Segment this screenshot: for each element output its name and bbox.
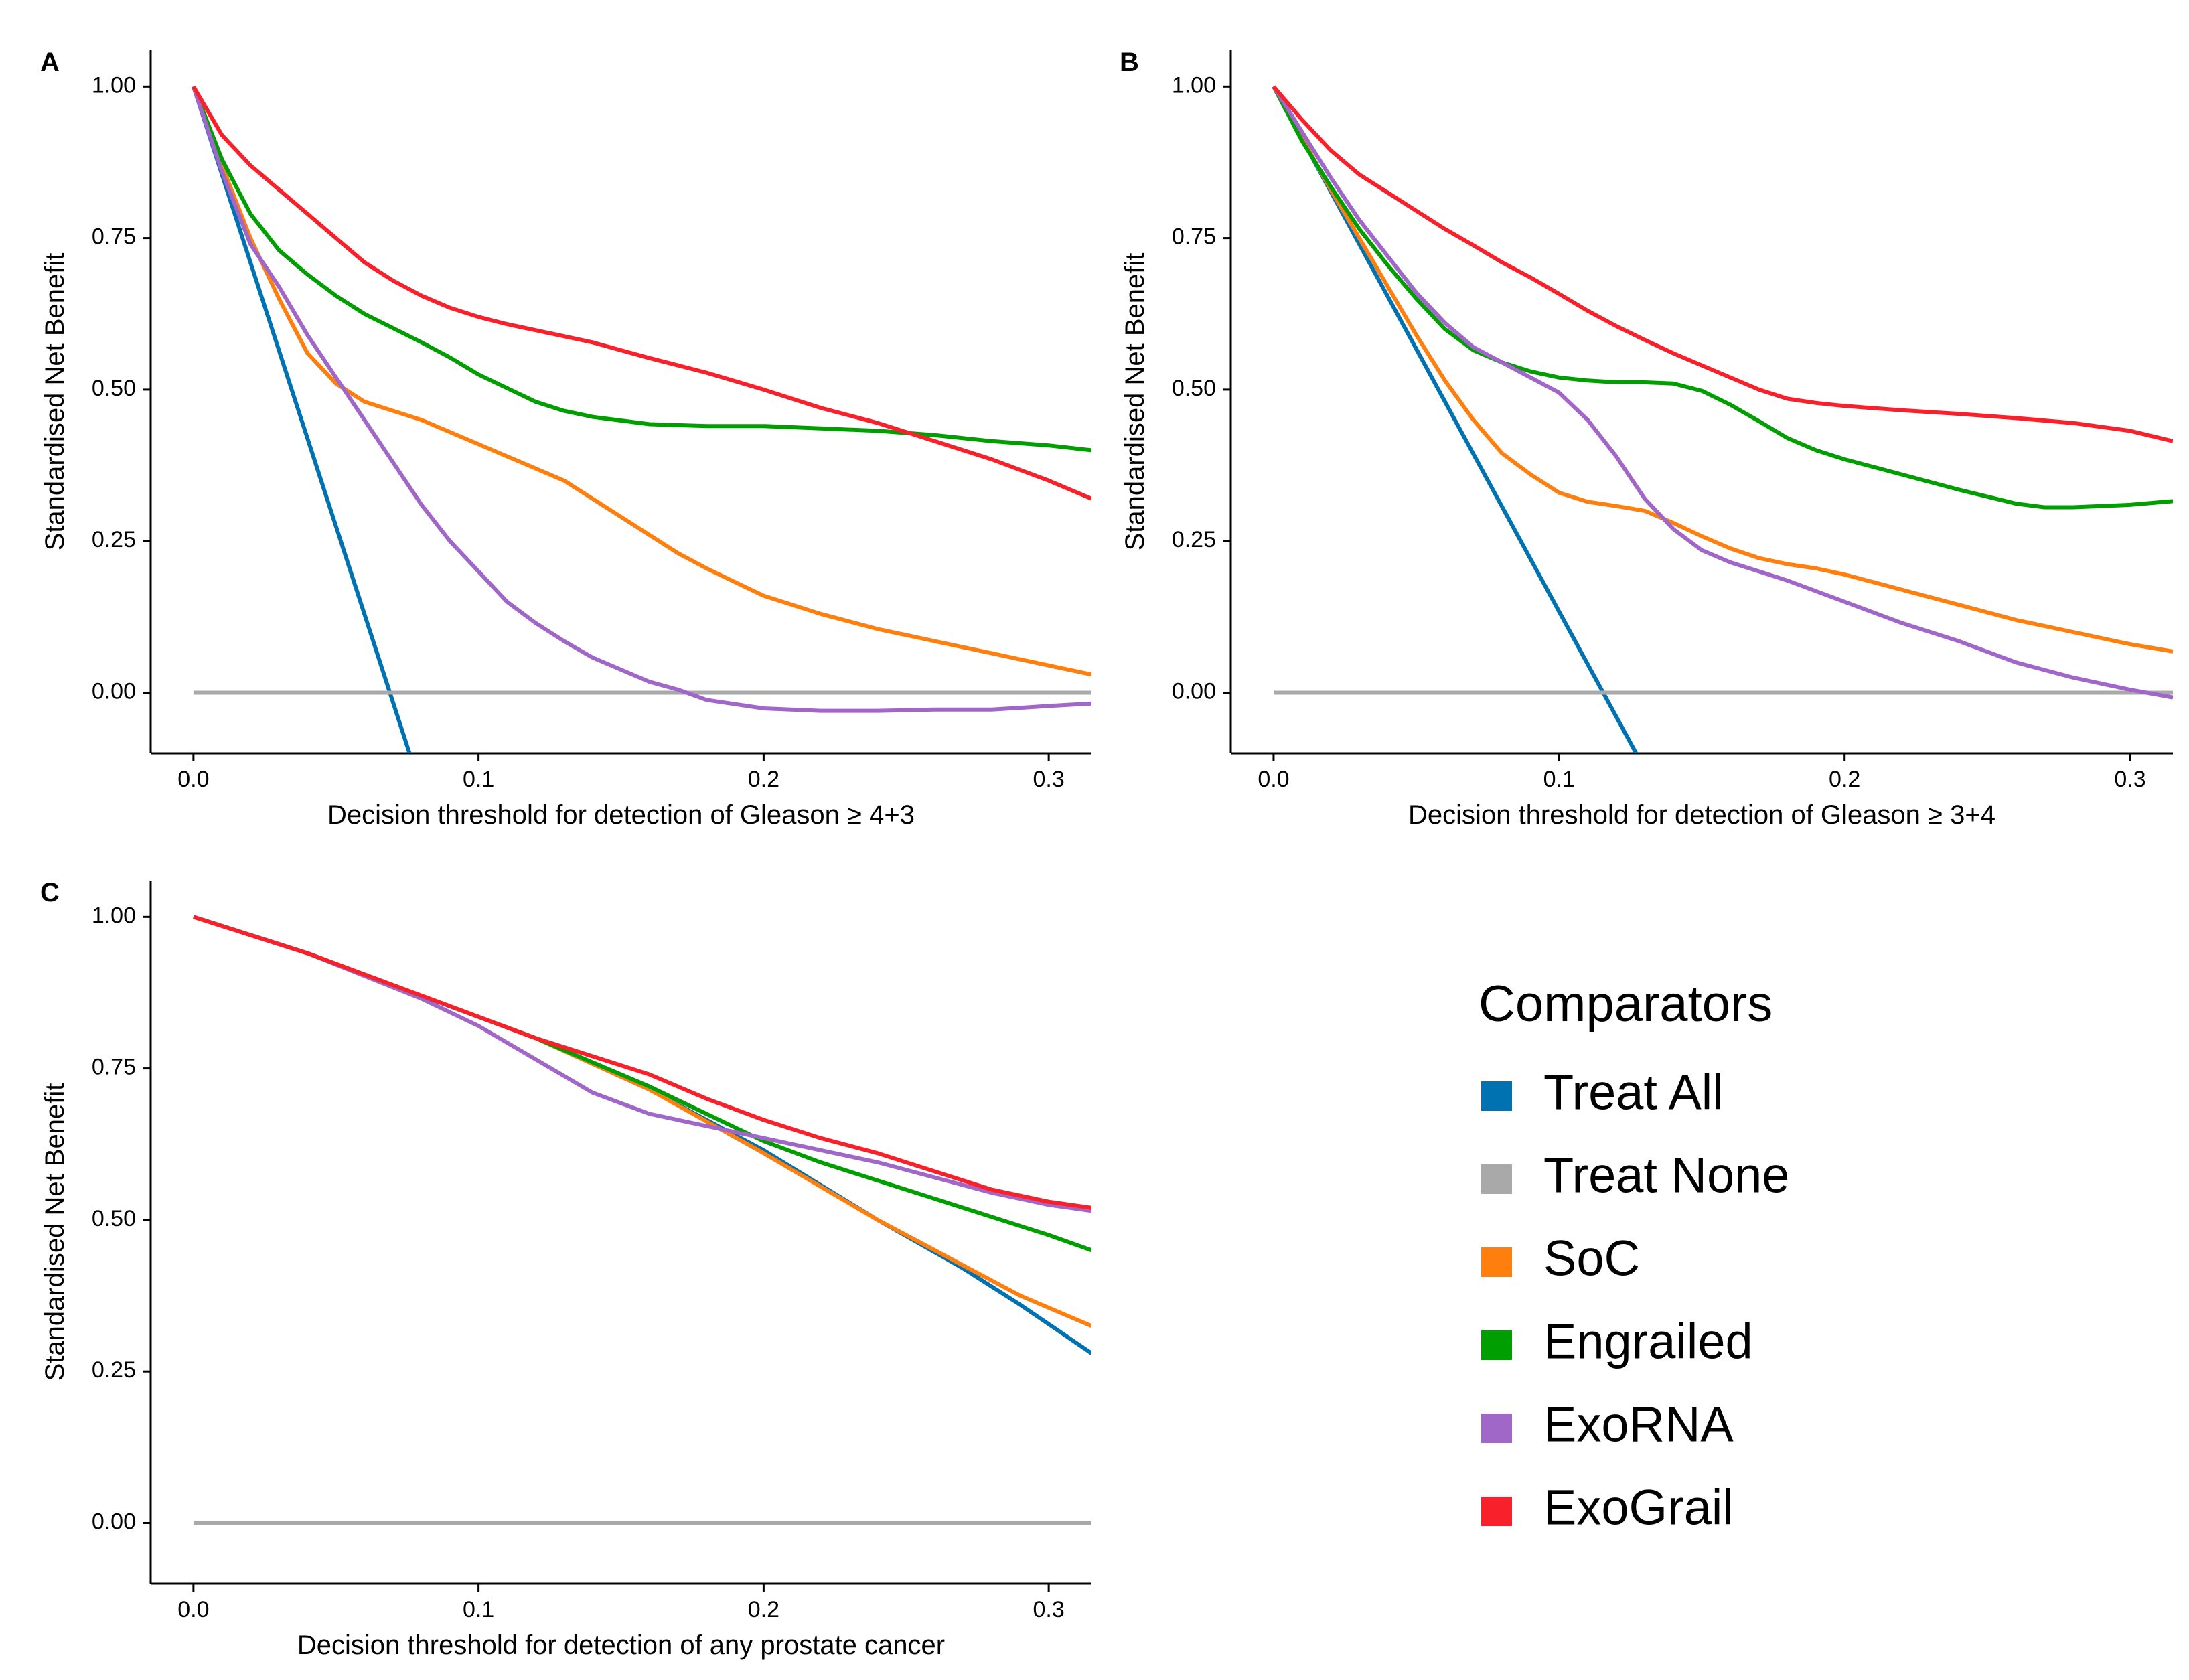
panel-a: A 0.0 0.1 0.2 0.3 0.00 0.25 0.50 0.75 1.00 Decisio…: [40, 48, 1091, 830]
panel-letter-b: B: [1120, 48, 1139, 77]
series-group-b: [1272, 85, 2173, 753]
series-line-soc-b: [1272, 85, 2173, 654]
series-group-c: [192, 915, 1091, 1525]
series-line-exorna-a: [192, 86, 1091, 713]
panel-letter-c: C: [40, 878, 60, 907]
x-tick-label-b: 0.0: [1258, 767, 1289, 792]
legend-swatch-treat-none: [1481, 1164, 1512, 1194]
panel-c: C 0.0 0.1 0.2 0.3 0.00 0.25 0.50 0.75 1.00 Decisio…: [40, 878, 1091, 1660]
panel-letter-a: A: [40, 48, 60, 77]
series-line-engrailed-b: [1272, 85, 2173, 510]
y-tick-label-b: 0.50: [1172, 376, 1216, 401]
series-group-a: [192, 85, 1091, 753]
series-line-engrailed-a: [192, 86, 1091, 453]
x-tick-label-c: 0.1: [463, 1597, 494, 1622]
legend-swatch-exorna: [1481, 1414, 1512, 1443]
y-tick-label-b: 0.75: [1172, 224, 1216, 250]
y-tick-label-c: 1.00: [92, 903, 136, 928]
legend-swatch-treat-all: [1481, 1081, 1512, 1111]
legend-label-treat-all: Treat All: [1543, 1065, 1724, 1120]
y-tick-label-b: 1.00: [1172, 72, 1216, 98]
legend-title: Comparators: [1479, 976, 1772, 1033]
x-tick-label-c: 0.2: [748, 1597, 779, 1622]
panel-b: B 0.0 0.1 0.2 0.3 0.00 0.25 0.50 0.75 1.00 Decisio…: [1120, 48, 2173, 830]
y-tick-label-a: 0.50: [92, 376, 136, 401]
x-axis-title-a: Decision threshold for detection of Glea…: [327, 800, 915, 830]
x-axis-title-b: Decision threshold for detection of Glea…: [1408, 800, 1995, 830]
series-line-exograil-b: [1272, 85, 2173, 443]
y-tick-label-c: 0.25: [92, 1357, 136, 1383]
y-tick-label-c: 0.00: [92, 1509, 136, 1534]
x-tick-label-b: 0.3: [2114, 767, 2145, 792]
legend-label-exorna: ExoRNA: [1543, 1397, 1734, 1452]
y-tick-label-a: 0.75: [92, 224, 136, 250]
x-tick-label-a: 0.0: [177, 767, 209, 792]
x-tick-label-b: 0.1: [1543, 767, 1575, 792]
x-tick-label-a: 0.2: [748, 767, 779, 792]
y-tick-label-c: 0.75: [92, 1055, 136, 1080]
y-tick-label-a: 1.00: [92, 72, 136, 98]
x-tick-label-c: 0.3: [1033, 1597, 1065, 1622]
y-tick-label-c: 0.50: [92, 1206, 136, 1231]
series-line-soc-a: [192, 86, 1091, 677]
legend: Comparators Treat All Treat None SoC Engrail…: [1479, 976, 1789, 1535]
y-axis-title-b: Standardised Net Benefit: [1120, 253, 1150, 551]
series-line-treat-all-a: [192, 86, 412, 753]
x-tick-label-c: 0.0: [177, 1597, 209, 1622]
legend-swatch-engrailed: [1481, 1330, 1512, 1360]
legend-swatch-exograil: [1481, 1497, 1512, 1526]
legend-label-engrailed: Engrailed: [1543, 1314, 1753, 1369]
series-line-exorna-b: [1272, 85, 2173, 700]
y-axis-title-c: Standardised Net Benefit: [40, 1083, 70, 1381]
series-line-treat-all-c: [192, 915, 1091, 1355]
series-line-exograil-a: [192, 85, 1091, 501]
y-tick-label-b: 0.00: [1172, 678, 1216, 704]
y-tick-label-a: 0.25: [92, 527, 136, 552]
legend-swatch-soc: [1481, 1247, 1512, 1277]
y-axis-title-a: Standardised Net Benefit: [40, 253, 70, 551]
series-line-exorna-c: [192, 915, 1091, 1213]
legend-label-treat-none: Treat None: [1543, 1148, 1789, 1203]
y-tick-label-a: 0.00: [92, 678, 136, 704]
legend-label-exograil: ExoGrail: [1543, 1480, 1734, 1535]
series-line-engrailed-c: [192, 915, 1091, 1253]
y-tick-label-b: 0.25: [1172, 527, 1216, 552]
series-line-exograil-c: [192, 915, 1091, 1210]
x-axis-title-c: Decision threshold for detection of any …: [297, 1630, 945, 1660]
x-tick-label-b: 0.2: [1829, 767, 1860, 792]
x-tick-label-a: 0.1: [463, 767, 494, 792]
x-tick-label-a: 0.3: [1033, 767, 1065, 792]
legend-label-soc: SoC: [1543, 1231, 1640, 1286]
